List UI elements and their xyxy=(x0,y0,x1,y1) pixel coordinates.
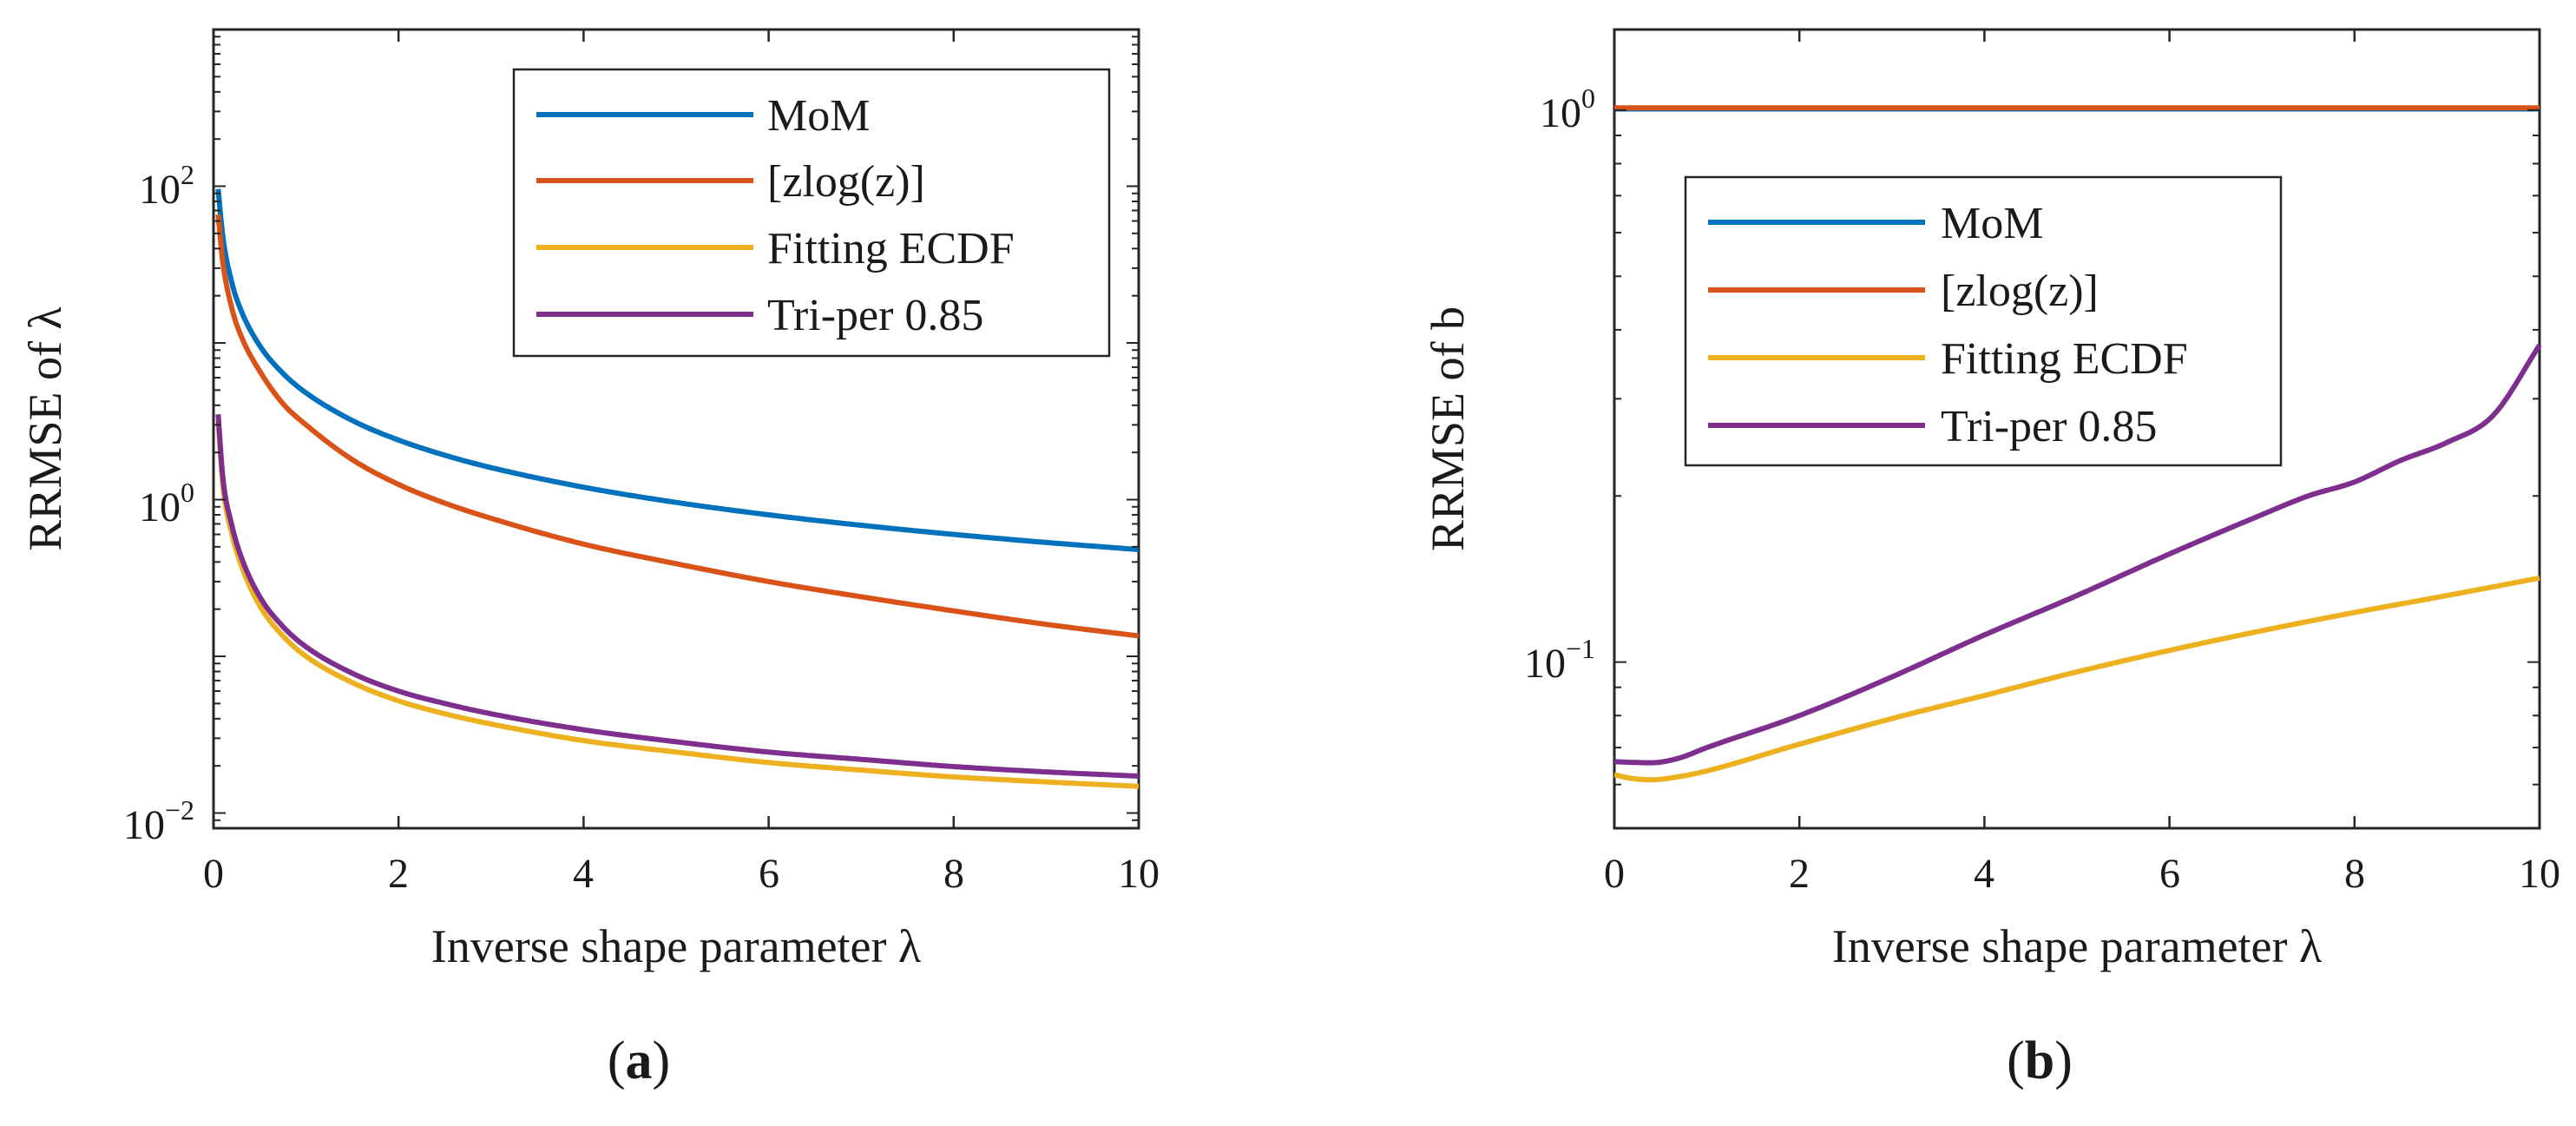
panel-b: 0 2 4 6 8 10 100 10−1 Inverse shape para… xyxy=(1422,28,2560,1090)
panel-b-x-tick-labels: 0 2 4 6 8 10 xyxy=(1604,851,2560,897)
panel-b-x-ticks xyxy=(1613,30,2541,828)
panel-a-x-tick-labels: 0 2 4 6 8 10 xyxy=(203,851,1160,897)
panel-b-x-tick-label-4: 4 xyxy=(1974,851,1994,897)
panel-a-x-tick-label-4: 4 xyxy=(573,851,594,897)
panel-a-legend: MoM [zlog(z)] Fitting ECDF Tri-per 0.85 xyxy=(512,68,1111,358)
panel-a-legend-label-zlogz: [zlog(z)] xyxy=(767,157,925,207)
panel-b-x-tick-label-6: 6 xyxy=(2159,851,2180,897)
panel-a-series xyxy=(215,188,1140,789)
panel-b-y-tick-labels: 100 10−1 xyxy=(1524,82,1595,687)
panel-b-series xyxy=(1612,105,2542,783)
panel-a-y-tick-labels: 102 100 10−2 xyxy=(123,159,194,848)
panel-b-y-tick-label-1e0: 100 xyxy=(1540,82,1595,136)
panel-b-series-fitting-ecdf xyxy=(1612,575,2540,783)
panel-b-legend-label-zlogz: [zlog(z)] xyxy=(1941,267,2099,316)
panel-b-x-tick-label-10: 10 xyxy=(2519,851,2560,897)
panel-a-x-ticks xyxy=(212,30,1140,828)
panel-b-x-tick-label-2: 2 xyxy=(1789,851,1810,897)
panel-a-y-axis-label: RRMSE of λ xyxy=(19,306,71,550)
panel-a-series-zlog-z xyxy=(215,213,1140,639)
panel-a: 0 2 4 6 8 10 102 100 10−2 Inverse shape … xyxy=(19,28,1160,1090)
panel-a-legend-label-ecdf: Fitting ECDF xyxy=(767,224,1015,273)
panel-a-y-tick-label-1e2: 102 xyxy=(139,159,194,213)
panel-a-series-tri-per-0-85 xyxy=(215,413,1140,779)
panel-b-label: (b) xyxy=(2007,1031,2073,1090)
panel-b-y-ticks xyxy=(1614,109,2540,829)
panel-a-x-tick-label-2: 2 xyxy=(388,851,409,897)
panel-a-legend-label-triper: Tri-per 0.85 xyxy=(767,291,983,340)
panel-a-legend-label-mom: MoM xyxy=(767,91,870,141)
panel-a-x-tick-label-10: 10 xyxy=(1118,851,1160,897)
panel-b-legend: MoM [zlog(z)] Fitting ECDF Tri-per 0.85 xyxy=(1684,175,2283,467)
panel-b-legend-label-triper: Tri-per 0.85 xyxy=(1941,402,2157,451)
panel-a-y-ticks xyxy=(214,29,1139,829)
panel-a-series-mom xyxy=(215,188,1140,552)
panel-b-x-axis-label: Inverse shape parameter λ xyxy=(1832,920,2322,972)
panel-a-x-tick-label-0: 0 xyxy=(203,851,224,897)
panel-b-legend-label-mom: MoM xyxy=(1941,199,2043,248)
panel-a-x-tick-label-6: 6 xyxy=(759,851,779,897)
panel-b-x-tick-label-8: 8 xyxy=(2344,851,2365,897)
panel-a-label: (a) xyxy=(608,1031,670,1090)
panel-b-series-tri-per-0-85 xyxy=(1612,344,2542,766)
panel-b-legend-label-ecdf: Fitting ECDF xyxy=(1941,334,2188,384)
panel-b-y-axis-label: RRMSE of b xyxy=(1422,306,1474,551)
panel-a-y-tick-label-1e-2: 10−2 xyxy=(123,794,194,848)
panel-b-y-tick-label-1e-1: 10−1 xyxy=(1524,633,1595,687)
panel-a-series-fitting-ecdf xyxy=(215,419,1140,789)
panel-b-x-tick-label-0: 0 xyxy=(1604,851,1625,897)
panel-a-y-tick-label-1e0: 100 xyxy=(139,477,194,530)
panel-a-x-tick-label-8: 8 xyxy=(943,851,964,897)
panel-a-x-axis-label: Inverse shape parameter λ xyxy=(431,920,921,972)
panel-b-legend-box xyxy=(1684,175,2283,467)
